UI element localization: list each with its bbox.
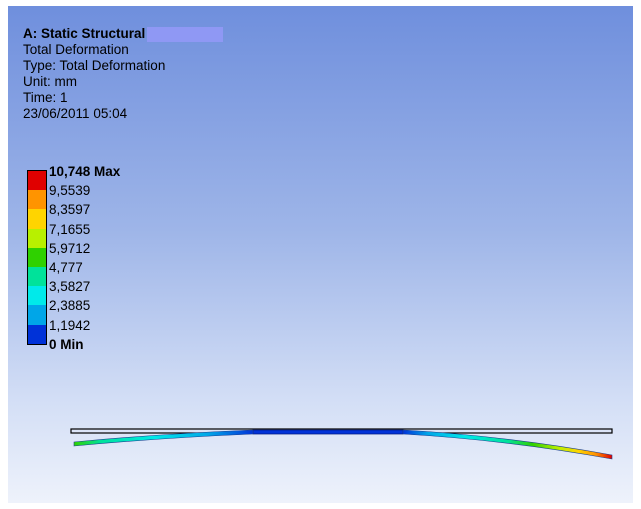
result-type: Type: Total Deformation — [23, 58, 166, 73]
graphics-viewport[interactable]: A: Static Structural Total Deformation T… — [8, 6, 633, 503]
legend-value-label: 3,5827 — [49, 279, 91, 295]
result-unit: Unit: mm — [23, 74, 77, 89]
legend-value-label: 2,3885 — [49, 298, 91, 314]
legend-min-label: 0 Min — [49, 336, 84, 352]
legend-value-label: 7,1655 — [49, 221, 91, 237]
legend-value-label: 4,777 — [49, 259, 83, 275]
legend-band-4 — [28, 228, 46, 248]
result-time: Time: 1 — [23, 90, 68, 105]
legend-value-label: 8,3597 — [49, 202, 91, 218]
legend-band-7 — [28, 286, 46, 306]
result-date: 23/06/2011 05:04 — [23, 106, 128, 121]
legend-labels: 10,748 Max 9,5539 8,3597 7,1655 5,9712 4… — [49, 162, 120, 354]
model-view[interactable] — [8, 6, 633, 503]
legend-value-label: 1,1942 — [49, 317, 91, 333]
legend-band-6 — [28, 266, 46, 287]
deformed-beam-right — [402, 429, 613, 460]
legend-band-5 — [28, 247, 46, 267]
analysis-title: A: Static Structural — [23, 26, 146, 41]
legend-band-9 — [28, 324, 46, 344]
legend-band-8 — [28, 305, 46, 325]
legend-max-label: 10,748 Max — [49, 164, 121, 179]
analysis-title-line: A: Static Structural — [23, 26, 224, 42]
result-name: Total Deformation — [23, 42, 129, 57]
legend-band-2 — [28, 190, 46, 210]
legend-color-bar — [27, 170, 47, 345]
legend-band-3 — [28, 209, 46, 229]
deformed-beam-left — [73, 429, 254, 447]
legend-band-1 — [28, 171, 46, 191]
legend-value-label: 5,9712 — [49, 240, 91, 256]
result-header: A: Static Structural Total Deformation T… — [23, 26, 224, 122]
title-highlight — [147, 26, 224, 42]
deformed-beam-center — [252, 429, 404, 435]
legend-value-label: 9,5539 — [49, 183, 91, 199]
